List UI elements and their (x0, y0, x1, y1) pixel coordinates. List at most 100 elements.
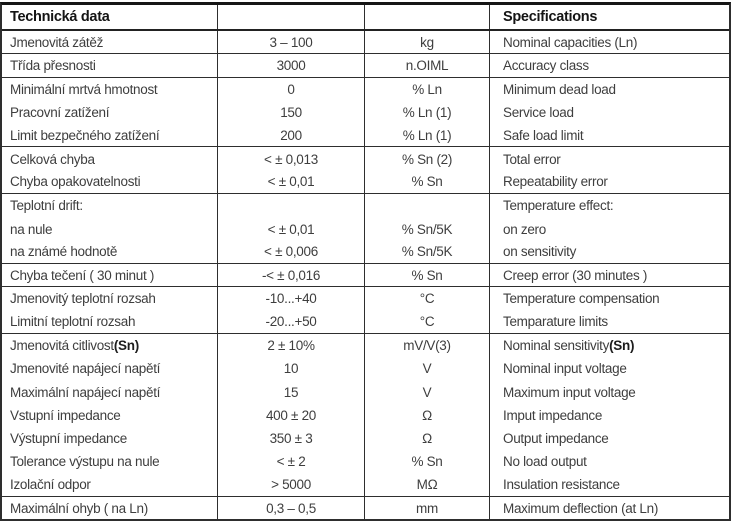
table-row: Výstupní impedance 350 ± 3 Ω Output impe… (2, 427, 729, 451)
czech-label-bold: (Sn) (113, 338, 139, 353)
value-cell: > 5000 (218, 473, 365, 496)
value-cell: < ± 0,013 (218, 147, 365, 171)
english-label: Service load (503, 105, 574, 121)
czech-label-cell: Jmenovitý teplotní rozsah (2, 287, 218, 311)
table-row: Chyba tečení ( 30 minut ) -< ± 0,016 % S… (2, 263, 729, 288)
english-label-cell: Insulation resistance (490, 474, 729, 496)
czech-label-cell: Třída přesnosti (2, 54, 218, 77)
table-row: Pracovní zatížení 150 % Ln (1) Service l… (2, 100, 729, 125)
english-label: Minimum dead load (503, 81, 616, 97)
czech-label-cell: na nule (2, 217, 218, 241)
english-label-cell: Repeatability error (490, 171, 729, 193)
unit-cell: % Ln (365, 77, 490, 101)
value-cell: 2 ± 10% (218, 333, 365, 358)
czech-label-cell: Teplotní drift: (2, 194, 218, 218)
table-row: na známé hodnotě < ± 0,006 % Sn/5K on se… (2, 240, 729, 264)
english-label: on sensitivity (503, 244, 577, 260)
english-label: Imput impedance (503, 407, 603, 423)
czech-label: Teplotní drift: (10, 198, 83, 214)
english-label-cell: Temperature compensation (490, 287, 729, 310)
table-row: Tolerance výstupu na nule < ± 2 % Sn No … (2, 450, 729, 474)
value-cell: 0,3 – 0,5 (218, 496, 365, 520)
unit-cell: % Ln (1) (365, 124, 490, 147)
english-label: Output impedance (503, 431, 609, 447)
czech-label: Chyba opakovatelnosti (10, 174, 141, 190)
english-label-cell: Creep error (30 minutes ) (490, 264, 729, 286)
english-label: Temperature effect: (503, 198, 614, 214)
czech-label: Pracovní zatížení (10, 105, 110, 121)
english-label-cell: Maximum input voltage (490, 380, 729, 403)
czech-label-cell: Jmenovitá zátěž (2, 31, 218, 54)
unit-cell: MΩ (365, 473, 490, 496)
table-row: Chyba opakovatelnosti < ± 0,01 % Sn Repe… (2, 170, 729, 195)
table-row: Limitní teplotní rozsah -20...+50 °C Tem… (2, 310, 729, 334)
czech-label-cell: Maximální napájecí napětí (2, 380, 218, 404)
table-row: Celková chyba < ± 0,013 % Sn (2) Total e… (2, 147, 729, 171)
czech-label-cell: Jmenovité napájecí napětí (2, 357, 218, 381)
table-header-row: Technická data Specifications (2, 5, 729, 31)
english-label-cell: No load output (490, 450, 729, 473)
czech-label: Maximální ohyb ( na Ln) (10, 500, 148, 516)
unit-cell: °C (365, 287, 490, 311)
unit-cell: kg (365, 31, 490, 54)
value-cell: 0 (218, 77, 365, 101)
header-specifications: Specifications (503, 9, 598, 25)
english-label: Temparature limits (503, 314, 608, 330)
english-label-cell: Safe load limit (490, 124, 729, 146)
czech-label-cell: Limitní teplotní rozsah (2, 310, 218, 333)
table-row: Jmenovitá zátěž 3 – 100 kg Nominal capac… (2, 31, 729, 55)
table-row: Třída přesnosti 3000 n.OIML Accuracy cla… (2, 54, 729, 78)
unit-cell: % Sn/5K (365, 240, 490, 263)
czech-label: na nule (10, 221, 53, 237)
value-cell: 15 (218, 380, 365, 404)
czech-label: Vstupní impedance (10, 407, 121, 423)
czech-label-cell: Limit bezpečného zatížení (2, 124, 218, 147)
czech-label-cell: na známé hodnotě (2, 240, 218, 263)
value-cell: -10...+40 (218, 287, 365, 311)
value-cell: < ± 0,01 (218, 170, 365, 194)
english-label-cell: Temparature limits (490, 311, 729, 333)
english-label-cell: on zero (490, 217, 729, 240)
english-label: Accuracy class (503, 57, 589, 73)
english-label: No load output (503, 454, 587, 470)
unit-cell: mV/V(3) (365, 333, 490, 358)
header-value-column (218, 5, 365, 29)
czech-label: Jmenovitá citlivost (10, 338, 114, 353)
english-label-cell: Service load (490, 101, 729, 124)
table-cutoff-stub (0, 517, 731, 521)
value-cell: -< ± 0,016 (218, 263, 365, 287)
english-label-cell: Nominal sensitivity (Sn) (490, 334, 729, 357)
unit-cell: n.OIML (365, 54, 490, 77)
table-row: Minimální mrtvá hmotnost 0 % Ln Minimum … (2, 77, 729, 101)
english-label-cell: Minimum dead load (490, 78, 729, 101)
english-label: Temperature compensation (503, 291, 660, 307)
stub-divider-3 (365, 517, 490, 521)
czech-label: Výstupní impedance (10, 431, 127, 447)
header-technicka-data: Technická data (2, 5, 218, 29)
english-label-cell: Imput impedance (490, 404, 729, 427)
unit-cell: Ω (365, 403, 490, 428)
czech-label: Limitní teplotní rozsah (10, 314, 136, 330)
stub-divider-4 (490, 517, 729, 521)
czech-label: Třída přesnosti (10, 57, 96, 73)
table-row: Limit bezpečného zatížení 200 % Ln (1) S… (2, 124, 729, 148)
czech-label: Limit bezpečného zatížení (10, 127, 160, 143)
czech-label-cell: Tolerance výstupu na nule (2, 450, 218, 474)
czech-label-cell: Chyba opakovatelnosti (2, 170, 218, 194)
english-label-cell: on sensitivity (490, 241, 729, 263)
czech-label: Celková chyba (10, 151, 95, 167)
unit-cell: % Sn (365, 450, 490, 474)
english-label-cell: Maximum deflection (at Ln) (490, 497, 729, 519)
value-cell: 10 (218, 357, 365, 381)
unit-cell: V (365, 380, 490, 404)
english-label: Nominal sensitivity (503, 338, 610, 353)
unit-cell: mm (365, 496, 490, 520)
value-cell: 200 (218, 124, 365, 147)
czech-label: na známé hodnotě (10, 244, 118, 260)
unit-cell: % Sn (2) (365, 147, 490, 171)
czech-label-cell: Vstupní impedance (2, 403, 218, 428)
english-label-cell: Nominal capacities (Ln) (490, 31, 729, 53)
english-label: Creep error (30 minutes ) (503, 267, 648, 283)
